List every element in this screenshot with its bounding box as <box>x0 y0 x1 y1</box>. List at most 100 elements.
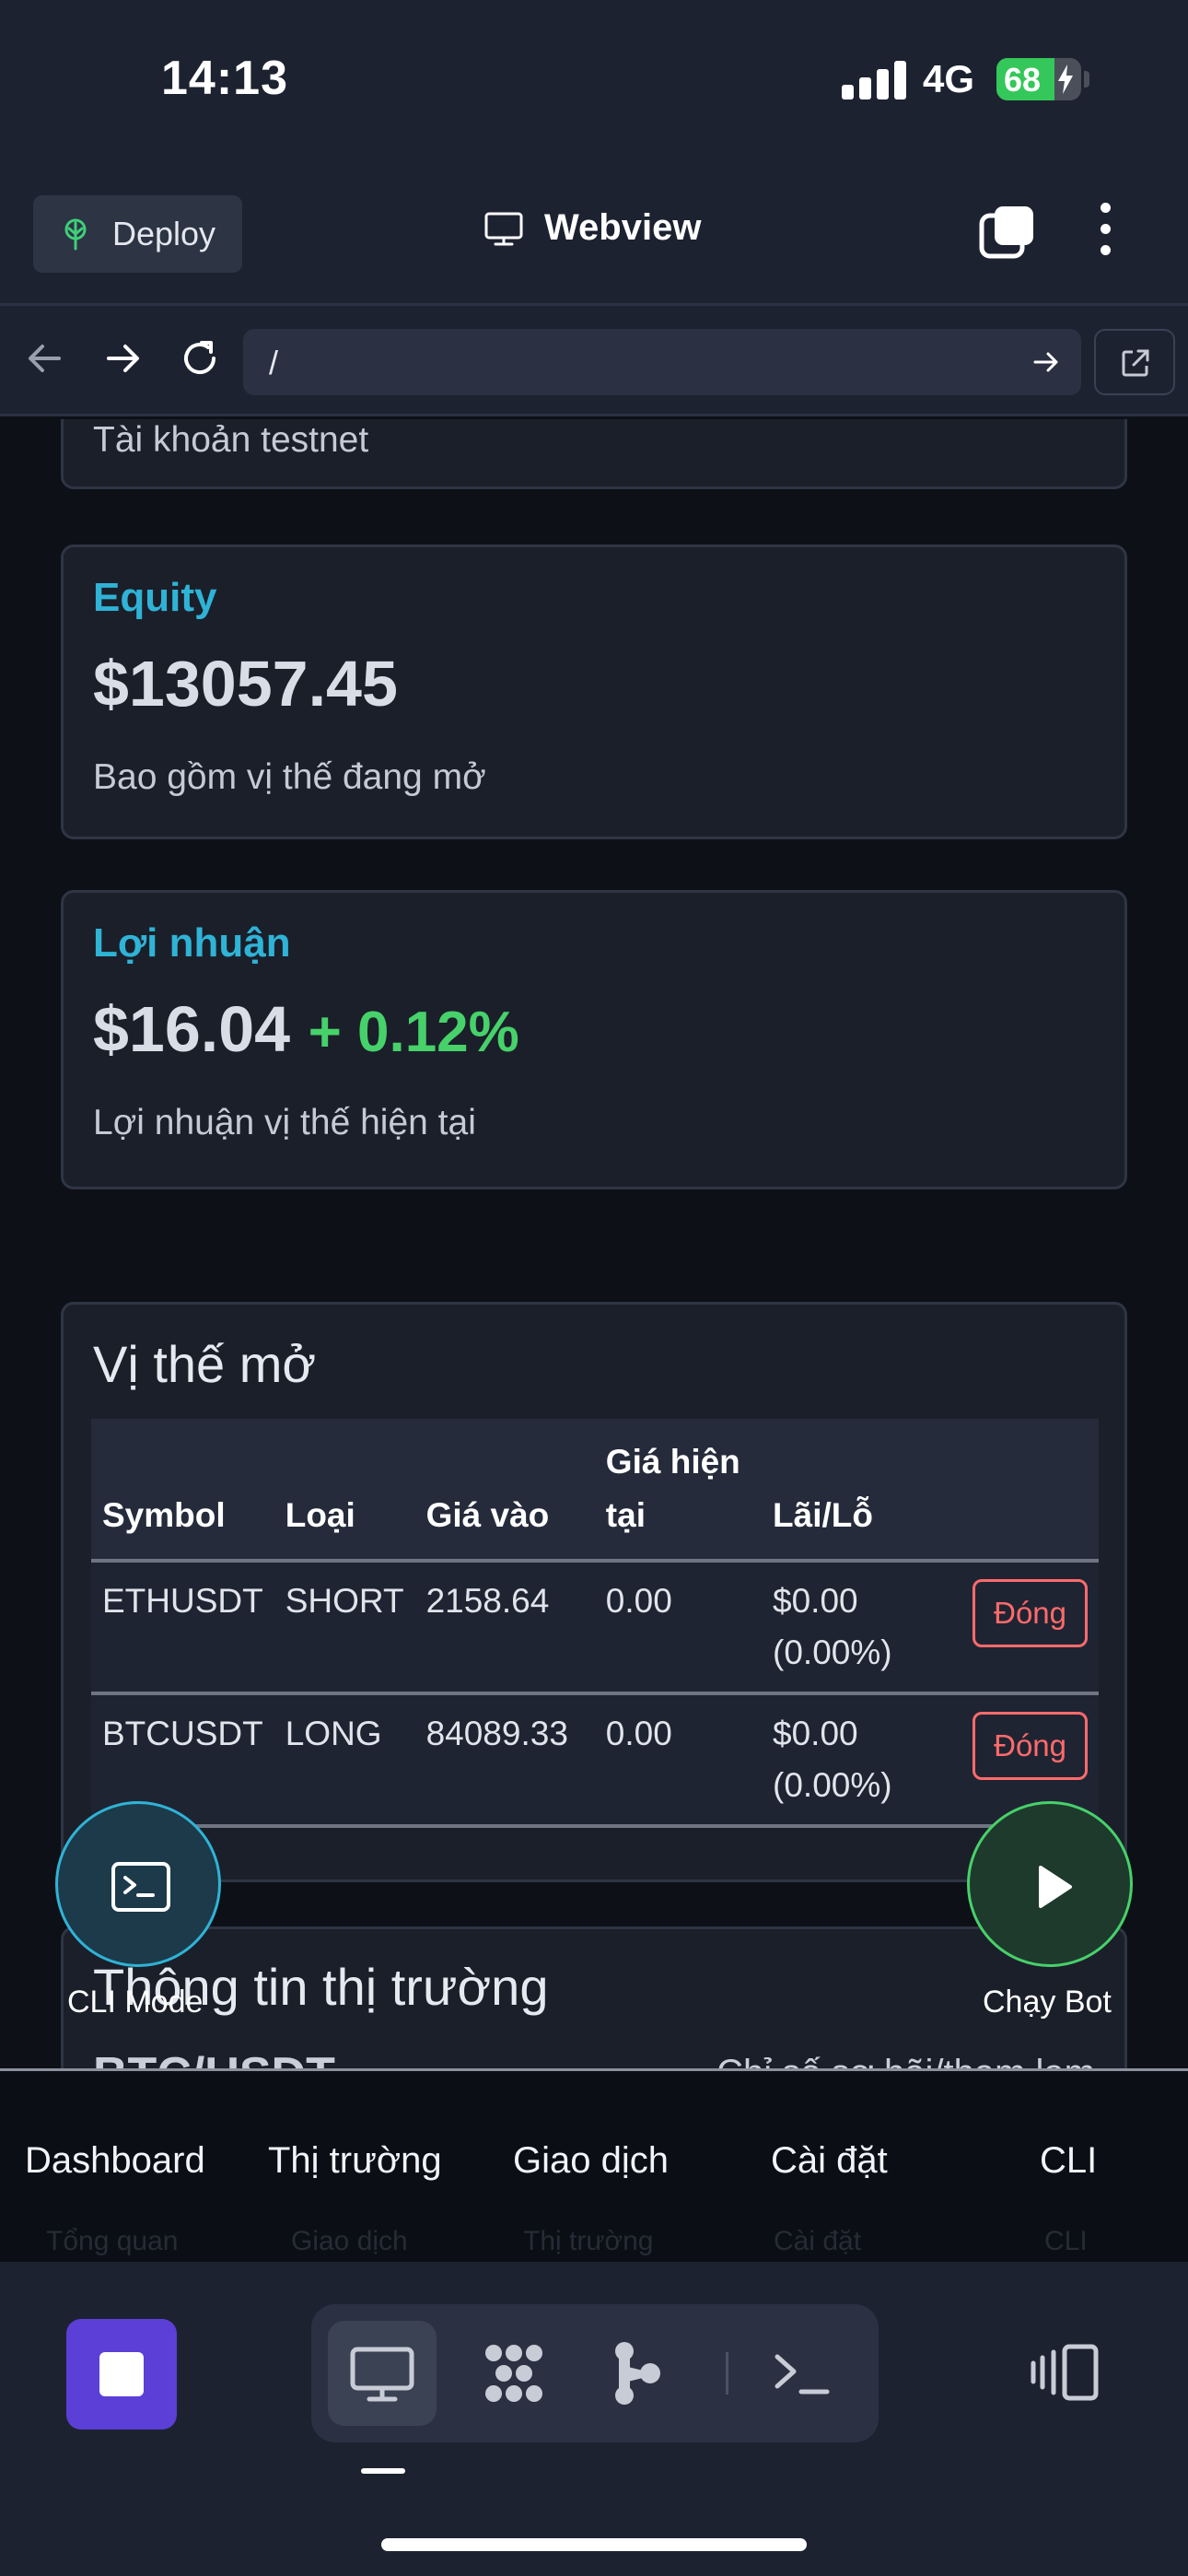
ghost-nav-label: Tổng quan <box>46 2226 179 2256</box>
cell-entry: 2158.64 <box>414 1561 595 1695</box>
market-title: Thông tin thị trường <box>93 1958 549 2016</box>
more-options-icon[interactable] <box>1092 203 1118 262</box>
run-bot-button[interactable] <box>967 1801 1133 1967</box>
deploy-icon <box>64 218 87 251</box>
col-pnl: Lãi/Lỗ <box>762 1419 962 1563</box>
cell-entry: 84089.33 <box>414 1693 595 1828</box>
run-bot-label: Chạy Bot <box>983 1985 1112 2020</box>
cell-side: SHORT <box>274 1561 415 1695</box>
cell-current: 0.00 <box>594 1693 763 1828</box>
pnl-amount: $0.00 <box>773 1582 858 1620</box>
cli-mode-label: CLI Mode <box>67 1985 204 2020</box>
app-bottom-nav: Dashboard Thị trường Giao dịch Cài đặt C… <box>0 2068 1188 2262</box>
table-header-row: Symbol Loại Giá vào Giá hiện tại Lãi/Lỗ <box>91 1419 1099 1563</box>
stop-icon <box>99 2352 144 2396</box>
equity-subtitle: Bao gồm vị thế đang mở <box>93 757 486 797</box>
pnl-amount: $0.00 <box>773 1715 858 1752</box>
tool-webview-active[interactable] <box>328 2321 437 2426</box>
fear-greed-label: Chỉ số sợ hãi/tham lam <box>716 2053 1095 2068</box>
nav-dashboard[interactable]: Dashboard <box>25 2140 205 2181</box>
equity-value: $13057.45 <box>93 648 398 720</box>
grid-icon[interactable] <box>481 2340 547 2406</box>
forward-arrow-icon[interactable] <box>99 335 146 381</box>
external-link-icon <box>1122 349 1149 377</box>
account-card: Tài khoản testnet <box>61 419 1127 489</box>
replit-toolbar <box>0 2262 1188 2576</box>
ghost-nav-label: Thị trường <box>523 2226 654 2256</box>
monitor-icon <box>484 212 523 245</box>
monitor-icon[interactable] <box>349 2340 415 2406</box>
status-bar: 14:13 4G 68 <box>0 0 1188 166</box>
battery-percent: 68 <box>1004 61 1042 99</box>
positions-title: Vị thế mở <box>93 1335 317 1393</box>
back-arrow-icon[interactable] <box>22 335 68 381</box>
ghost-nav-label: Cài đặt <box>774 2226 862 2256</box>
col-current: Giá hiện tại <box>594 1419 763 1563</box>
equity-card: Equity $13057.45 Bao gồm vị thế đang mở <box>61 544 1127 839</box>
webview-title-label: Webview <box>544 207 702 248</box>
nav-settings[interactable]: Cài đặt <box>771 2140 888 2181</box>
battery-nub <box>1084 71 1089 88</box>
positions-card: Vị thế mở Symbol Loại Giá vào Giá hiện t… <box>61 1302 1127 1882</box>
nav-market[interactable]: Thị trường <box>268 2140 442 2181</box>
battery-level <box>996 58 1054 100</box>
tool-switcher <box>311 2304 879 2442</box>
pnl-percent: (0.00%) <box>773 1633 892 1671</box>
terminal-icon[interactable] <box>768 2340 834 2406</box>
col-side: Loại <box>274 1419 415 1563</box>
tabs-icon[interactable] <box>978 203 1037 262</box>
play-icon <box>1039 1866 1072 1908</box>
ghost-nav-label: Giao dịch <box>291 2226 408 2256</box>
cell-action: Đóng <box>961 1561 1099 1695</box>
table-row: BTCUSDT LONG 84089.33 0.00 $0.00 (0.00%)… <box>91 1693 1099 1828</box>
devices-icon[interactable] <box>1030 2343 1100 2402</box>
reload-icon[interactable] <box>177 335 223 381</box>
equity-label: Equity <box>93 575 217 620</box>
stop-button[interactable] <box>66 2319 177 2430</box>
cell-pnl: $0.00 (0.00%) <box>762 1693 962 1828</box>
cell-symbol: ETHUSDT <box>91 1561 274 1695</box>
nav-trading[interactable]: Giao dịch <box>513 2140 669 2181</box>
cell-pnl: $0.00 (0.00%) <box>762 1561 962 1695</box>
pnl-percent: (0.00%) <box>773 1766 892 1804</box>
charging-bolt-icon <box>1058 64 1073 94</box>
url-text: / <box>269 344 279 381</box>
cellular-signal-icon <box>842 61 906 100</box>
terminal-icon <box>111 1862 170 1912</box>
close-position-button[interactable]: Đóng <box>973 1712 1088 1780</box>
profit-label: Lợi nhuận <box>93 920 291 966</box>
webview-title[interactable]: Webview <box>483 207 701 249</box>
home-indicator[interactable] <box>381 2538 807 2551</box>
ghost-nav-label: CLI <box>1044 2226 1088 2256</box>
account-subtitle: Tài khoản testnet <box>93 420 369 460</box>
profit-subtitle: Lợi nhuận vị thế hiện tại <box>93 1103 476 1142</box>
col-action <box>961 1419 1099 1563</box>
table-row: ETHUSDT SHORT 2158.64 0.00 $0.00 (0.00%)… <box>91 1561 1099 1695</box>
deploy-button[interactable]: Deploy <box>33 195 242 273</box>
battery-icon: 68 <box>996 58 1081 100</box>
nav-cli[interactable]: CLI <box>1040 2140 1098 2181</box>
cell-current: 0.00 <box>594 1561 763 1695</box>
col-entry: Giá vào <box>414 1419 595 1563</box>
network-type: 4G <box>923 57 975 100</box>
go-arrow-icon[interactable] <box>1031 347 1061 377</box>
market-card: Thông tin thị trường BTC/USDT Chỉ số sợ … <box>61 1926 1127 2068</box>
close-position-button[interactable]: Đóng <box>973 1579 1088 1647</box>
profit-value-line: $16.04 + 0.12% <box>93 992 519 1066</box>
dashboard-content[interactable]: Tài khoản testnet Equity $13057.45 Bao g… <box>0 419 1188 2068</box>
profit-value: $16.04 <box>93 993 291 1065</box>
cell-side: LONG <box>274 1693 415 1828</box>
tool-separator <box>726 2352 728 2395</box>
col-symbol: Symbol <box>91 1419 274 1563</box>
branch-icon[interactable] <box>604 2340 670 2406</box>
cli-mode-button[interactable] <box>55 1801 221 1967</box>
url-bar: / <box>0 306 1188 416</box>
profit-card: Lợi nhuận $16.04 + 0.12% Lợi nhuận vị th… <box>61 890 1127 1189</box>
url-input[interactable]: / <box>243 329 1081 395</box>
webview-header: Deploy Webview <box>0 166 1188 306</box>
status-time: 14:13 <box>161 52 288 105</box>
positions-table: Symbol Loại Giá vào Giá hiện tại Lãi/Lỗ … <box>91 1419 1099 1828</box>
market-pair: BTC/USDT <box>93 2047 335 2068</box>
profit-percent: + 0.12% <box>308 1001 519 1064</box>
open-external-button[interactable] <box>1094 329 1175 395</box>
